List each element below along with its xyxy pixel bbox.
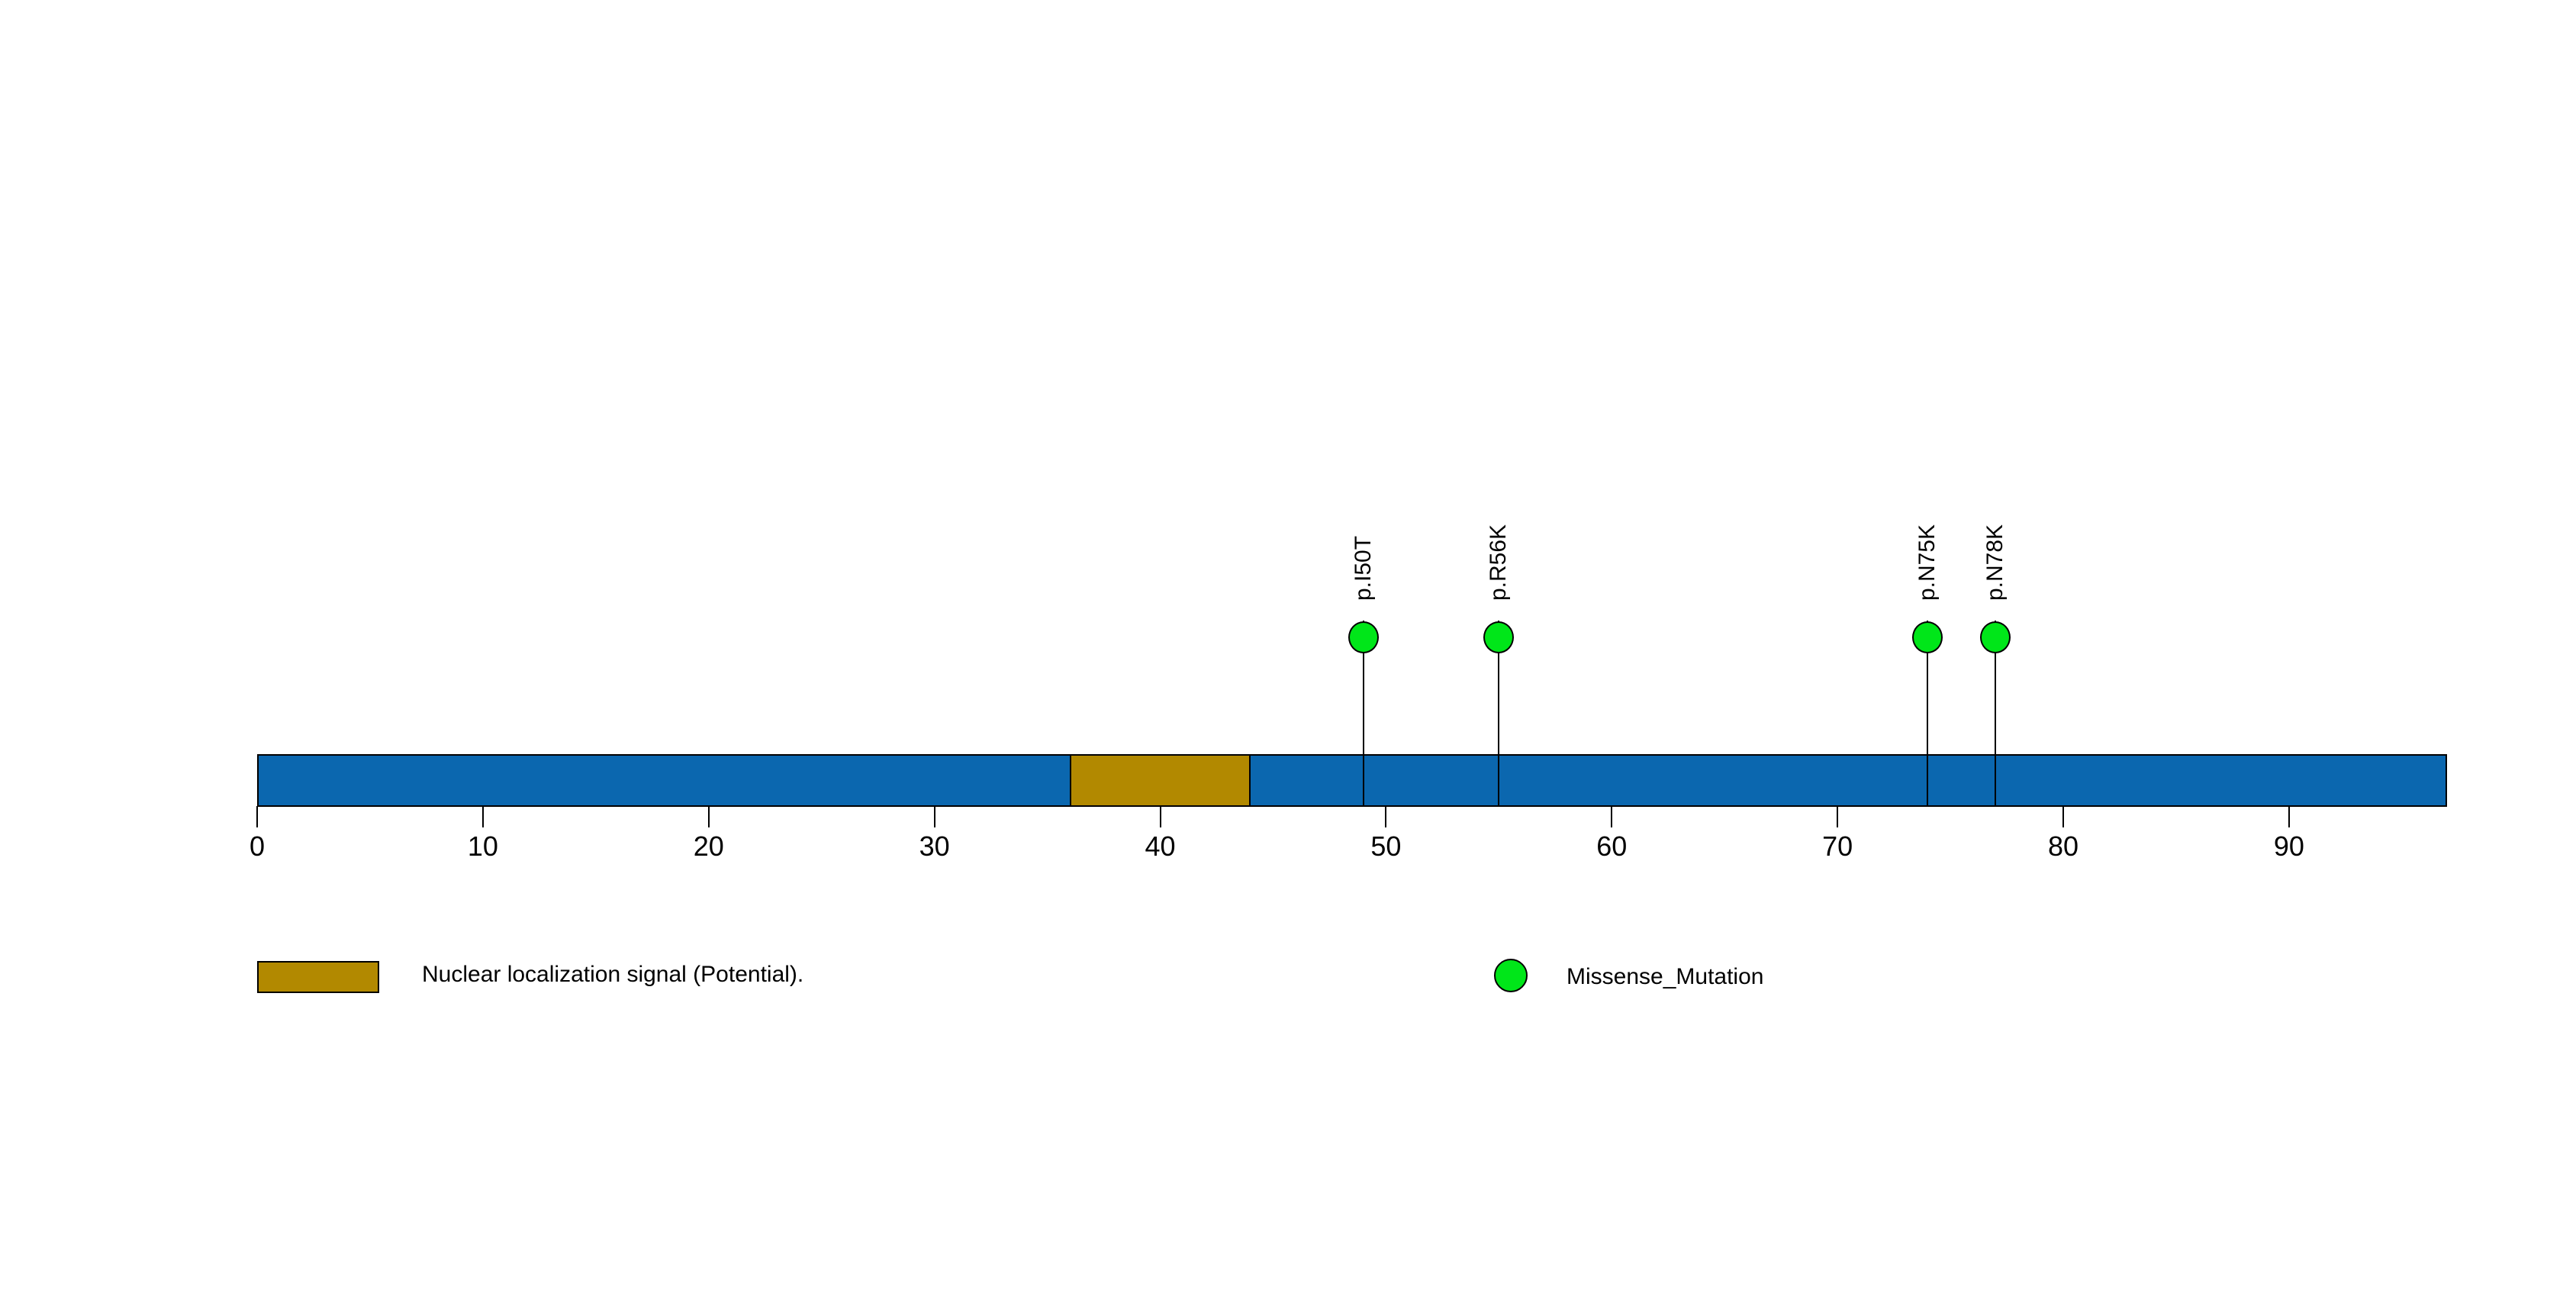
axis-tick (481, 806, 484, 827)
axis-tick-label: 30 (919, 830, 950, 862)
axis-tick (256, 806, 258, 827)
mutation-stem (1927, 621, 1929, 806)
axis-tick-label: 50 (1370, 830, 1402, 862)
axis-tick (1159, 806, 1161, 827)
mutation-stem (1995, 621, 1997, 806)
axis-tick-label: 20 (693, 830, 724, 862)
axis-tick (2288, 806, 2290, 827)
mutation-label: p.R56K (1486, 524, 1512, 601)
protein-backbone-bar (257, 754, 2447, 807)
axis-tick-label: 0 (249, 830, 266, 862)
mutation-marker[interactable] (1912, 621, 1943, 653)
legend-domain-swatch (257, 961, 379, 993)
mutation-stem (1498, 621, 1500, 806)
axis-tick (1385, 806, 1387, 827)
axis-tick-label: 10 (467, 830, 498, 862)
axis-tick (1611, 806, 1613, 827)
legend-domain-label: Nuclear localization signal (Potential). (422, 962, 804, 987)
axis-tick-label: 70 (1822, 830, 1853, 862)
mutation-label: p.I50T (1350, 535, 1376, 601)
axis-tick-label: 90 (2273, 830, 2304, 862)
domain-box[interactable] (1070, 754, 1251, 807)
mutation-marker[interactable] (1980, 621, 2011, 653)
mutation-label: p.N75K (1914, 524, 1940, 601)
legend-missense-swatch (1494, 959, 1528, 992)
legend-missense-label: Missense_Mutation (1567, 964, 1764, 989)
mutation-label: p.N78K (1982, 524, 2008, 601)
mutation-stem (1362, 621, 1364, 806)
axis-tick-label: 40 (1145, 830, 1176, 862)
mutation-marker[interactable] (1483, 621, 1515, 653)
axis-tick (707, 806, 710, 827)
axis-tick (933, 806, 935, 827)
axis-tick-label: 80 (2047, 830, 2079, 862)
axis-tick-label: 60 (1596, 830, 1628, 862)
axis-tick (2062, 806, 2064, 827)
mutation-marker[interactable] (1348, 621, 1379, 653)
axis-tick (1837, 806, 1839, 827)
